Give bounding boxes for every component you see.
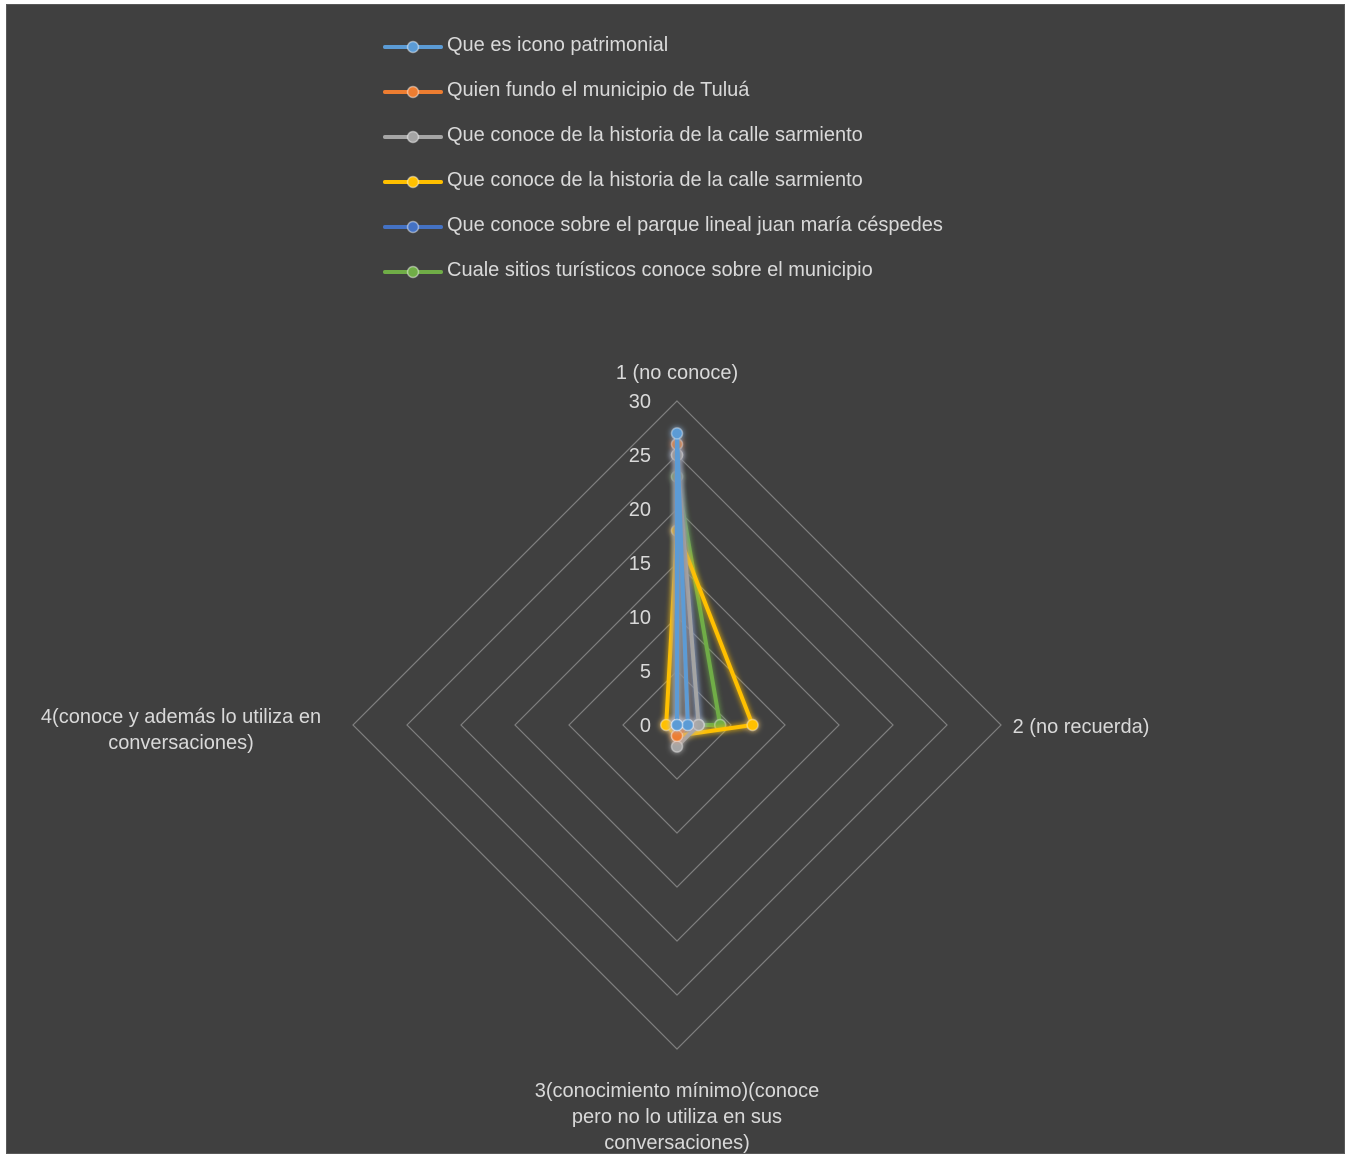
legend-label: Que conoce sobre el parque lineal juan m… xyxy=(447,214,943,236)
tick-label-20: 20 xyxy=(629,499,651,521)
grid-ring-5 xyxy=(622,670,732,780)
series-3-point-2 xyxy=(692,718,705,732)
series-1-point-1 xyxy=(670,427,684,440)
axis-label-4: 4(conoce y además lo utiliza en conversac… xyxy=(41,706,321,754)
grid-ring-10 xyxy=(568,616,786,834)
tick-label-15: 15 xyxy=(629,553,651,575)
tick-label-5: 5 xyxy=(640,661,651,683)
legend-label: Cuale sitios turísticos conoce sobre el … xyxy=(447,259,873,281)
series-4-point-4 xyxy=(659,718,673,732)
legend-swatch xyxy=(383,175,443,189)
series-2-point-3 xyxy=(670,729,684,743)
grid-ring-30 xyxy=(352,400,1002,1050)
series-1-point-4 xyxy=(670,718,684,732)
legend-swatch xyxy=(383,130,443,144)
tick-label-0: 0 xyxy=(640,715,651,737)
legend-swatch xyxy=(383,85,443,99)
grid-ring-25 xyxy=(406,454,948,996)
legend-label: Que conoce de la historia de la calle sa… xyxy=(447,124,863,146)
tick-label-30: 30 xyxy=(629,391,651,413)
series-4-point-2 xyxy=(746,718,759,732)
radar-chart: 0 5 10 15 20 25 30 1 (no conoce) 2 (no recuerda)… xyxy=(41,362,1150,1154)
legend-label: Quien fundo el municipio de Tuluá xyxy=(447,79,750,101)
legend-label: Que es icono patrimonial xyxy=(447,34,669,56)
chart-area: 0 5 10 15 20 25 30 1 (no conoce) 2 (no recuerda)… xyxy=(6,4,1345,1154)
axis-label-3: 3(conocimiento mínimo)(conoce pero no lo … xyxy=(535,1080,820,1154)
legend-swatch xyxy=(383,265,443,279)
tick-label-10: 10 xyxy=(629,607,651,629)
tick-label-25: 25 xyxy=(629,445,651,467)
grid-ring-20 xyxy=(460,508,894,942)
legend-swatch xyxy=(383,220,443,234)
grid-ring-15 xyxy=(514,562,840,888)
legend-swatch xyxy=(383,40,443,54)
series-3-point-3 xyxy=(670,740,684,753)
axis-label-1: 1 (no conoce) xyxy=(616,362,738,384)
series-1-point-2 xyxy=(681,718,695,732)
series-1 xyxy=(670,427,695,732)
axis-label-2: 2 (no recuerda) xyxy=(1013,716,1150,738)
legend-label: Que conoce de la historia de la calle sa… xyxy=(447,169,863,191)
series-line-4 xyxy=(664,528,755,738)
